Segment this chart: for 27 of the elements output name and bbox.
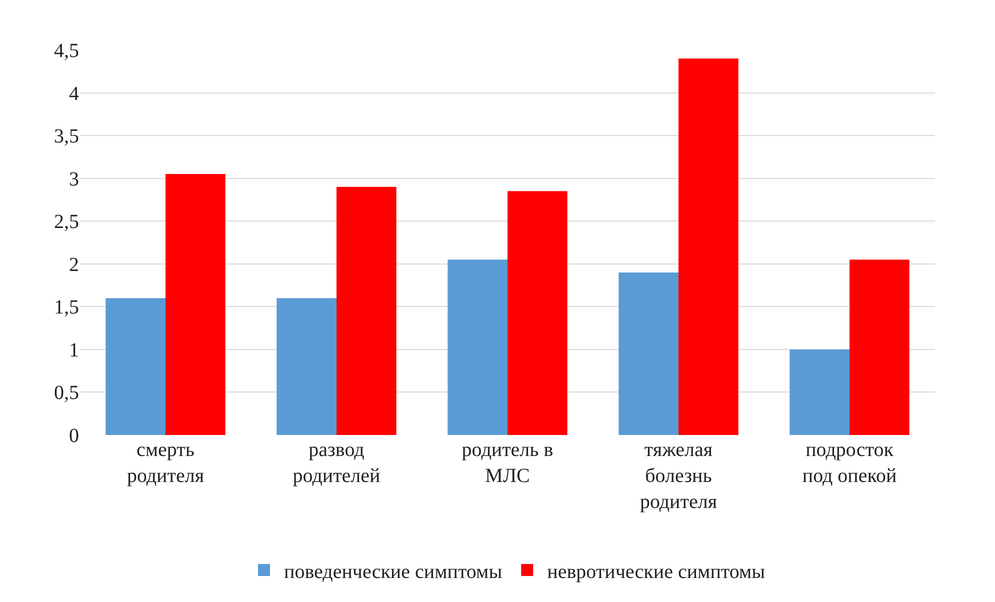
x-tick-label: смерть родителя (126, 439, 204, 487)
bar (618, 272, 678, 435)
y-tick-label: 2,5 (54, 211, 79, 234)
x-tick-label: развод родителей (292, 439, 381, 487)
bar (850, 260, 910, 435)
bar (448, 260, 508, 435)
bar (336, 186, 396, 435)
y-tick-label: 2 (69, 254, 79, 276)
bar (508, 191, 568, 435)
y-tick-label: 3,5 (54, 126, 79, 148)
y-tick-label: 1,5 (54, 296, 79, 319)
legend-label: поведенческие симптомы (284, 560, 502, 583)
bar (166, 174, 226, 435)
y-tick-label: 4 (69, 82, 79, 105)
bar (276, 298, 336, 435)
legend-label: невротические симптомы (547, 560, 766, 583)
y-tick-label: 4,5 (54, 40, 79, 62)
y-tick-label: 1 (69, 339, 79, 362)
bar (790, 349, 850, 435)
x-tick-label: родитель в МЛС (462, 439, 554, 487)
y-tick-label: 0,5 (54, 382, 79, 404)
bar (106, 298, 166, 435)
bar (678, 58, 738, 435)
x-tick-label: тяжелая болезнь родителя (640, 439, 718, 513)
y-tick-label: 3 (69, 168, 79, 190)
x-tick-label: подросток под опекой (802, 439, 897, 487)
y-tick-label: 0 (69, 425, 79, 447)
